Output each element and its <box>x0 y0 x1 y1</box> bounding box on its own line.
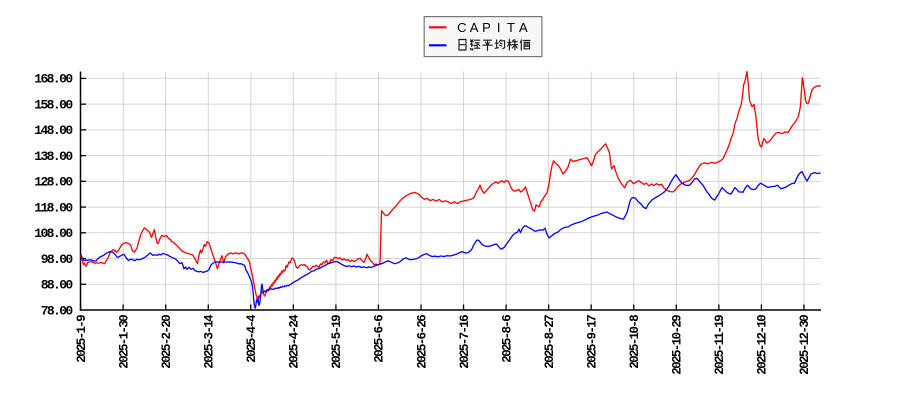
svg-text:2025-4-24: 2025-4-24 <box>288 314 302 369</box>
svg-text:2025-4-4: 2025-4-4 <box>245 314 259 363</box>
svg-text:2025-8-27: 2025-8-27 <box>543 314 557 368</box>
svg-text:A: A <box>519 20 528 35</box>
svg-text:2025-1-9: 2025-1-9 <box>75 314 89 362</box>
svg-text:C: C <box>457 20 466 35</box>
svg-text:2025-12-30: 2025-12-30 <box>798 314 812 375</box>
svg-text:168.00: 168.00 <box>34 72 73 87</box>
svg-text:118.00: 118.00 <box>34 200 73 215</box>
svg-text:2025-6-6: 2025-6-6 <box>373 314 387 362</box>
svg-text:158.00: 158.00 <box>34 97 73 112</box>
svg-text:148.00: 148.00 <box>34 123 73 138</box>
svg-text:A: A <box>470 20 479 35</box>
svg-text:138.00: 138.00 <box>34 149 73 164</box>
svg-text:2025-9-17: 2025-9-17 <box>586 314 600 368</box>
svg-text:T: T <box>507 20 515 35</box>
svg-text:2025-6-26: 2025-6-26 <box>415 314 429 368</box>
svg-text:128.00: 128.00 <box>34 175 73 190</box>
svg-text:2025-12-10: 2025-12-10 <box>756 314 770 375</box>
svg-text:2025-3-14: 2025-3-14 <box>203 314 217 369</box>
svg-text:2025-11-19: 2025-11-19 <box>713 314 727 375</box>
svg-text:2025-7-16: 2025-7-16 <box>458 314 472 368</box>
svg-text:P: P <box>482 20 491 35</box>
svg-text:2025-10-8: 2025-10-8 <box>628 314 642 368</box>
svg-text:2025-10-29: 2025-10-29 <box>671 314 685 375</box>
svg-text:98.00: 98.00 <box>41 252 74 267</box>
svg-text:2025-1-30: 2025-1-30 <box>117 314 131 368</box>
svg-text:I: I <box>497 20 501 35</box>
svg-text:78.00: 78.00 <box>41 303 74 318</box>
svg-text:108.00: 108.00 <box>34 226 73 241</box>
svg-text:2025-5-19: 2025-5-19 <box>330 314 344 368</box>
svg-text:88.00: 88.00 <box>41 278 74 293</box>
svg-text:2025-8-6: 2025-8-6 <box>500 314 514 362</box>
svg-text:2025-2-20: 2025-2-20 <box>160 314 174 368</box>
